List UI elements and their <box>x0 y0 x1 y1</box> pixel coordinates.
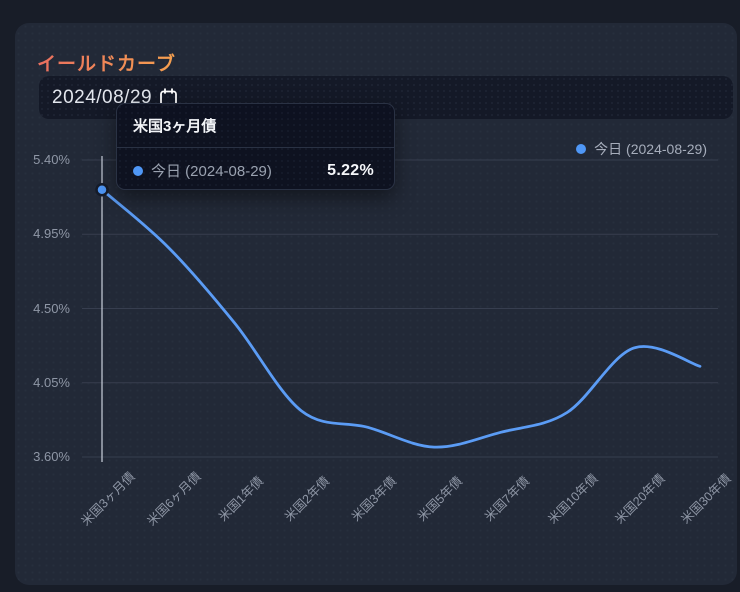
tooltip-series-value: 5.22% <box>327 161 374 179</box>
date-picker-value: 2024/08/29 <box>52 86 153 108</box>
tooltip-title: 米国3ヶ月債 <box>133 118 217 135</box>
legend-dot-icon <box>576 144 587 154</box>
tooltip-divider <box>117 147 394 148</box>
series-dot-icon <box>133 165 143 176</box>
page-title: イールドカーブ <box>37 49 176 76</box>
series-line-today <box>100 188 702 449</box>
legend-item-today[interactable]: 今日 (2024-08-29) <box>576 141 707 157</box>
highlighted-point[interactable] <box>95 182 109 197</box>
chart-tooltip: 米国3ヶ月債 今日 (2024-08-29) 5.22% <box>116 103 395 190</box>
tooltip-series-label: 今日 (2024-08-29) <box>151 163 272 180</box>
legend-label: 今日 (2024-08-29) <box>594 141 707 157</box>
tooltip-series-row: 今日 (2024-08-29) 5.22% <box>133 160 378 181</box>
